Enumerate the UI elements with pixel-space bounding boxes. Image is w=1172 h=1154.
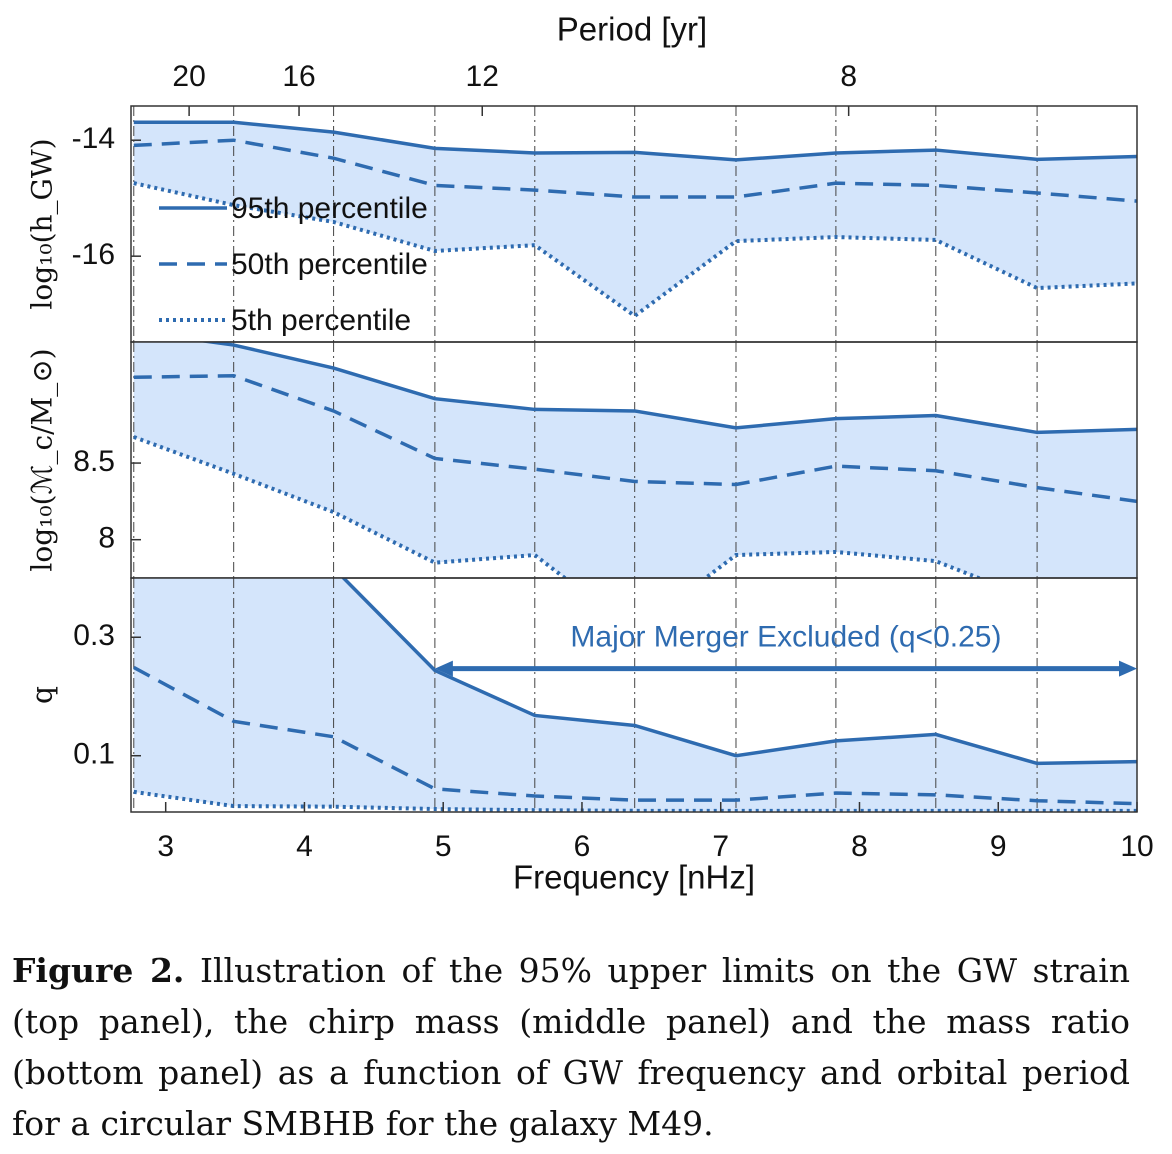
caption-label: Figure 2.: [12, 951, 185, 990]
series-line: [133, 138, 1137, 203]
shaded-band: [133, 578, 1137, 811]
y-tick-label: 0.3: [73, 619, 115, 652]
x2-tick-label: 8: [840, 60, 857, 93]
x-tick-label: 4: [296, 830, 313, 863]
legend-label: 95th percentile: [231, 192, 428, 225]
x-tick-label: 3: [157, 830, 174, 863]
series-line: [341, 578, 1137, 766]
series-line: [198, 342, 1137, 435]
y-tick-label: -14: [72, 122, 115, 155]
plot-area: [133, 342, 1137, 578]
y-axis-label: q: [26, 686, 59, 704]
y-tick-label: 8.5: [73, 445, 115, 478]
x-tick-label: 6: [574, 830, 591, 863]
arrow-head: [1119, 660, 1137, 677]
x-tick-label: 7: [712, 830, 729, 863]
y-tick-label: -16: [72, 238, 115, 271]
y-axis-label: log₁₀(ℳ_c/M_⊙): [26, 348, 59, 571]
series-line: [133, 435, 985, 578]
legend-label: 5th percentile: [231, 304, 411, 337]
series-line: [133, 373, 1137, 504]
series-line: [133, 120, 1137, 162]
panel-frame: [130, 577, 1138, 813]
arrow-head: [434, 660, 453, 677]
series-line: [133, 181, 1137, 319]
legend-label: 50th percentile: [231, 248, 428, 281]
caption-text: Illustration of the 95% upper limits on …: [12, 951, 1130, 1143]
series-line: [132, 665, 1137, 806]
y-tick-label: 8: [98, 522, 115, 555]
annotation-text: Major Merger Excluded (q<0.25): [570, 621, 1001, 654]
x2-tick-label: 20: [172, 60, 205, 93]
shaded-band: [133, 342, 1137, 578]
y-tick-label: 0.1: [73, 738, 115, 771]
plot-area: [132, 578, 1137, 812]
x-tick-label: 8: [851, 830, 868, 863]
caption: Figure 2. Illustration of the 95% upper …: [12, 945, 1130, 1149]
x-tick-label: 9: [990, 830, 1007, 863]
y-axis-label: log₁₀(h_GW): [26, 138, 59, 309]
x2-tick-label: 12: [466, 60, 499, 93]
x-tick-label: 10: [1120, 830, 1153, 863]
x2-tick-label: 16: [282, 60, 315, 93]
x-axis-label: Frequency [nHz]: [513, 859, 755, 896]
x-tick-label: 5: [435, 830, 452, 863]
plot-area: [133, 106, 1137, 342]
x2-axis-label: Period [yr]: [557, 11, 707, 48]
